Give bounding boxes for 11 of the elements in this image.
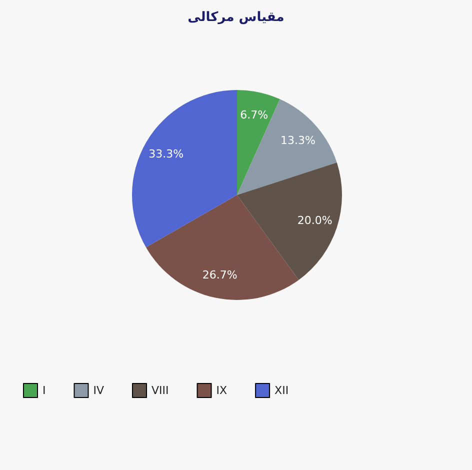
legend-label: VIII [152, 384, 169, 397]
chart-title: مقیاس مرکالی [188, 10, 284, 25]
legend-label: I [42, 384, 46, 397]
data-label: 26.7% [202, 268, 238, 282]
legend-label: XII [274, 384, 289, 397]
legend-label: IX [216, 384, 228, 397]
data-label: 33.3% [148, 147, 184, 160]
data-label: 20.0% [297, 214, 332, 227]
data-label: 6.7% [240, 108, 268, 122]
data-label: 13.3% [280, 134, 316, 147]
legend-label: IV [93, 384, 104, 397]
